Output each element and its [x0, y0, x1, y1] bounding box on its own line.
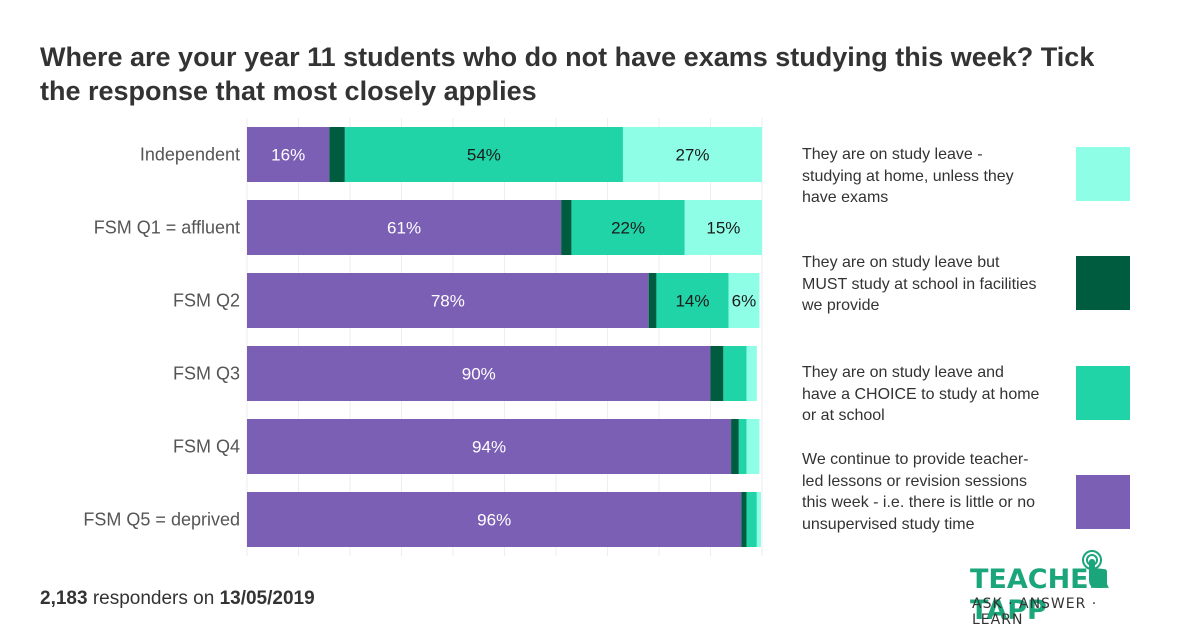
bar-segment	[247, 419, 732, 474]
bar-segment	[247, 492, 742, 547]
data-label: 15%	[706, 219, 740, 238]
tap-hand-icon	[1082, 550, 1107, 588]
data-label: 94%	[472, 438, 506, 457]
teacher-tapp-logo: TEACHERTAPP ASK · ANSWER · LEARN	[970, 548, 1152, 628]
bar-segment	[329, 127, 345, 182]
bar-segment	[728, 273, 760, 328]
chart-title: Where are your year 11 students who do n…	[40, 42, 1095, 106]
bar-segment	[746, 492, 757, 547]
survey-date: 13/05/2019	[219, 588, 315, 609]
bar-segment	[684, 200, 762, 255]
bar-segment	[247, 200, 562, 255]
legend-swatch	[1076, 366, 1130, 420]
bar-segment	[344, 127, 623, 182]
data-label: 14%	[675, 292, 709, 311]
data-label: 54%	[467, 146, 501, 165]
bar-segment	[561, 200, 572, 255]
responder-count: 2,183	[40, 588, 88, 609]
bar-segment	[723, 346, 747, 401]
legend-label: We continue to provide teacher-led lesso…	[802, 451, 1035, 533]
bar-segment	[656, 273, 729, 328]
legend-swatch	[1076, 256, 1130, 310]
logo-wordmark: TEACHERTAPP	[970, 564, 1152, 626]
data-label: 78%	[431, 292, 465, 311]
data-label: 61%	[387, 219, 421, 238]
data-label: 96%	[477, 511, 511, 530]
legend-swatch	[1076, 475, 1130, 529]
data-label: 90%	[462, 365, 496, 384]
category-label: FSM Q4	[173, 437, 240, 457]
category-label: FSM Q1 = affluent	[94, 218, 240, 238]
legend-label: They are on study leave - studying at ho…	[802, 146, 1014, 206]
bar-segment	[247, 273, 649, 328]
responders-footer: 2,183 responders on 13/05/2019	[40, 588, 315, 610]
bar-segment	[710, 346, 724, 401]
category-label: FSM Q3	[173, 364, 240, 384]
legend-swatch	[1076, 147, 1130, 201]
data-label: 6%	[732, 292, 757, 311]
category-label: FSM Q2	[173, 291, 240, 311]
data-label: 16%	[271, 146, 305, 165]
bar-segment	[571, 200, 685, 255]
bar-segment	[247, 127, 330, 182]
bar-segment	[648, 273, 657, 328]
bar-segment	[746, 346, 757, 401]
legend-label: They are on study leave but MUST study a…	[802, 254, 1037, 314]
data-label: 22%	[611, 219, 645, 238]
category-label: FSM Q5 = deprived	[83, 510, 240, 530]
bar-segment	[756, 492, 761, 547]
stacked-bar-chart: Independent 16% 54% 27% FSM Q1 = affluent 61%…	[83, 118, 763, 556]
bar-segment	[746, 419, 760, 474]
footer-middle-text: responders on	[92, 588, 215, 609]
data-label: 27%	[675, 146, 709, 165]
bar-segment	[738, 419, 747, 474]
bar-segment	[731, 419, 739, 474]
legend-label: They are on study leave and have a CHOIC…	[802, 364, 1040, 424]
bar-segment	[622, 127, 762, 182]
bar-segment	[247, 346, 711, 401]
logo-word-tapp: TAPP	[970, 595, 1047, 626]
logo-word-teacher: TEACHER	[970, 564, 1110, 595]
bar-segment	[741, 492, 747, 547]
logo-tagline: ASK · ANSWER · LEARN	[972, 596, 1098, 628]
category-label: Independent	[140, 145, 240, 165]
